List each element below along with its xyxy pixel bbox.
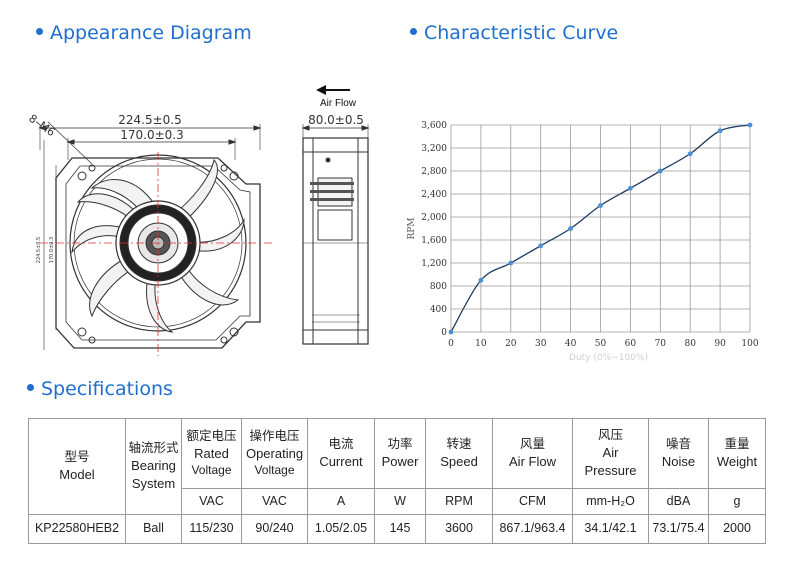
unit-cell: W [374, 487, 426, 515]
air-flow-arrow-icon [316, 85, 350, 95]
value-cell: 90/240 [241, 513, 308, 545]
inner-width-label: 170.0±0.3 [120, 128, 184, 142]
unit-cell: A [307, 487, 375, 515]
y-tick-label: 3,600 [421, 121, 447, 131]
rpm-series-points [448, 122, 753, 335]
bullet-icon [410, 28, 417, 35]
value-cell: Ball [125, 513, 182, 545]
y-tick-label: 2,800 [421, 167, 447, 177]
unit-cell: mm-H₂O [572, 487, 649, 515]
header-speed: 转速 Speed [425, 418, 493, 489]
unit-cell: VAC [181, 487, 242, 515]
data-point [598, 203, 603, 208]
x-tick-label: 30 [535, 339, 547, 349]
chart-grid [450, 124, 751, 333]
x-tick-label: 70 [655, 339, 667, 349]
value-cell: 1.05/2.05 [307, 513, 375, 545]
value-cell: 115/230 [181, 513, 242, 545]
y-tick-label: 1,600 [421, 236, 447, 246]
data-point [478, 277, 484, 283]
outer-width-label: 224.5±0.5 [118, 113, 182, 127]
header-operating-voltage: 操作电压 Operating Voltage [241, 418, 308, 489]
x-tick-label: 40 [565, 339, 577, 349]
fan-front-view [38, 121, 262, 350]
header-bearing: 轴流形式 Bearing System [125, 418, 182, 515]
x-tick-label: 0 [448, 339, 454, 349]
x-axis-label: Duty (0%~100%) [569, 353, 648, 363]
header-power: 功率 Power [374, 418, 426, 489]
data-point [657, 168, 663, 174]
x-tick-label: 100 [741, 339, 758, 349]
data-point [747, 122, 753, 128]
header-noise: 噪音 Noise [648, 418, 709, 489]
data-point [628, 185, 633, 191]
centerlines [40, 152, 272, 356]
y-tick-label: 0 [441, 328, 447, 338]
x-tick-label: 10 [475, 339, 487, 349]
y-tick-label: 1,200 [421, 259, 447, 269]
data-point [687, 151, 693, 157]
header-weight: 重量 Weight [708, 418, 766, 489]
data-point [448, 329, 454, 335]
header-model: 型号 Model [28, 418, 126, 515]
y-tick-label: 800 [430, 282, 447, 292]
unit-cell: CFM [492, 487, 573, 515]
air-flow-label: Air Flow [320, 98, 357, 109]
x-tick-label: 20 [505, 339, 517, 349]
header-air-flow: 风量 Air Flow [492, 418, 573, 489]
data-point [568, 226, 573, 231]
specifications-title: Specifications [27, 378, 173, 400]
y-tick-label: 2,000 [421, 213, 447, 223]
characteristic-curve-title: Characteristic Curve [410, 22, 618, 44]
y-axis-label: RPM [407, 217, 417, 239]
specifications-table: 型号 Model 轴流形式 Bearing System 额定电压 Rated Volta… [28, 418, 766, 545]
bullet-icon [36, 28, 43, 35]
x-tick-label: 60 [625, 339, 637, 349]
unit-cell: g [708, 487, 766, 515]
spec-units-row: VAC VAC A W RPM CFM mm-H₂O dBA g [29, 487, 766, 515]
y-tick-label: 2,400 [421, 190, 447, 200]
x-tick-label: 50 [595, 339, 607, 349]
specs-title-text: Specifications [41, 378, 173, 400]
spec-value-row: KP22580HEB2 Ball 115/230 90/240 1.05/2.0… [28, 513, 766, 545]
header-rated-voltage: 额定电压 Rated Voltage [181, 418, 242, 489]
curve-title-text: Characteristic Curve [424, 22, 619, 44]
appearance-title-text: Appearance Diagram [50, 22, 252, 44]
value-cell: KP22580HEB2 [28, 513, 126, 545]
header-current: 电流 Current [307, 418, 375, 489]
y-tick-label: 400 [430, 305, 447, 315]
appearance-diagram-title: Appearance Diagram [36, 22, 252, 44]
x-tick-label: 80 [684, 339, 696, 349]
value-cell: 3600 [425, 513, 493, 545]
data-point [538, 243, 544, 249]
side-width-label: 80.0±0.5 [308, 113, 364, 127]
data-point [508, 260, 514, 266]
value-cell: 145 [374, 513, 426, 545]
vertical-outer-label: 224.5±0.5 [36, 237, 42, 263]
unit-cell: VAC [241, 487, 308, 515]
y-tick-label: 3,200 [421, 144, 447, 154]
header-air-pressure: 风压 Air Pressure [572, 418, 649, 489]
fan-side-view [301, 124, 370, 345]
unit-cell: RPM [425, 487, 493, 515]
x-tick-label: 90 [714, 339, 726, 349]
vertical-inner-label: 170.0±0.3 [49, 237, 55, 263]
chart-y-ticks: 0 400 800 1,200 1,600 2,000 2,400 2,800 3,200 3,6… [421, 121, 447, 338]
data-point [717, 128, 723, 134]
unit-cell: dBA [648, 487, 709, 515]
value-cell: 867.1/963.4 [492, 513, 573, 545]
chart-x-ticks: 0 10 20 30 40 50 60 70 80 90 100 [448, 339, 759, 349]
hole-spec-label: 8–M6 [26, 112, 57, 139]
fan-appearance-diagram: 224.5±0.5 170.0±0.3 8–M6 80.0±0.5 Air Fl… [26, 85, 370, 356]
value-cell: 73.1/75.4 [648, 513, 709, 545]
rpm-duty-chart: 04008001,2001,6002,0002,4002,8003,2003,6… [407, 121, 759, 363]
bullet-icon [27, 384, 34, 391]
spec-header-row: 型号 Model 轴流形式 Bearing System 额定电压 Rated Volta… [28, 418, 766, 515]
value-cell: 2000 [708, 513, 766, 545]
value-cell: 34.1/42.1 [572, 513, 649, 545]
